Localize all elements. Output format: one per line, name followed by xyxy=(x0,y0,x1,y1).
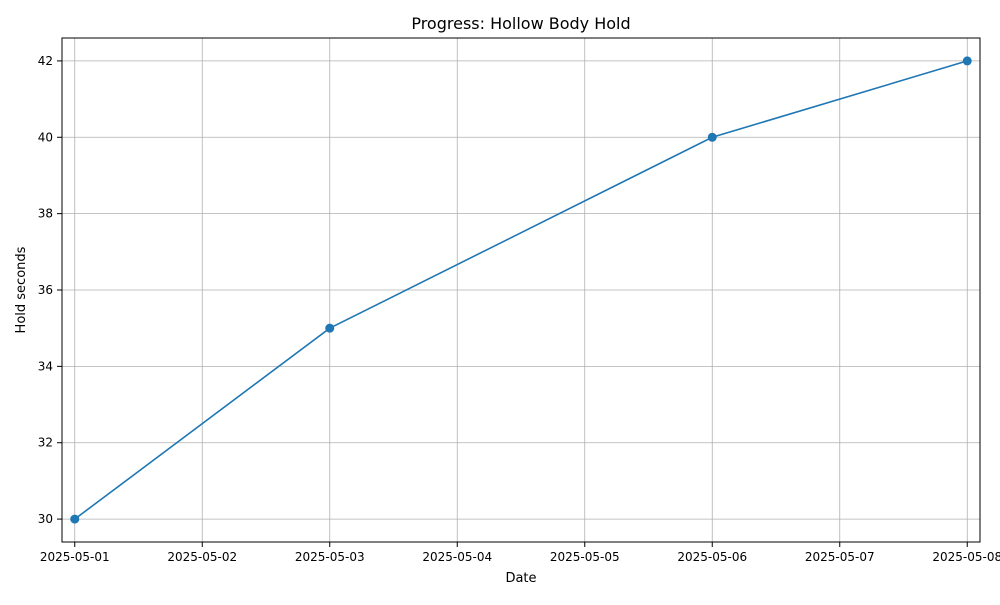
y-tick-label: 34 xyxy=(38,359,53,373)
y-tick-label: 30 xyxy=(38,512,53,526)
series-line xyxy=(74,60,968,520)
ticks: 2025-05-01 2025-05-02 2025-05-03 2025-05-04… xyxy=(38,54,1000,564)
data-point xyxy=(325,323,335,333)
grid xyxy=(62,38,980,542)
data-point xyxy=(962,56,972,66)
x-tick-label: 2025-05-01 xyxy=(40,550,110,564)
x-tick-label: 2025-05-05 xyxy=(550,550,620,564)
x-axis-label: Date xyxy=(505,571,536,586)
y-tick-label: 38 xyxy=(38,207,53,221)
data-point xyxy=(70,514,80,524)
x-tick-label: 2025-05-02 xyxy=(167,550,237,564)
chart-title: Progress: Hollow Body Hold xyxy=(411,14,630,33)
x-tick-label: 2025-05-04 xyxy=(422,550,492,564)
x-tick-label: 2025-05-06 xyxy=(677,550,747,564)
y-tick-label: 42 xyxy=(38,54,53,68)
series-layer xyxy=(70,56,972,524)
data-point xyxy=(707,132,717,142)
y-tick-label: 32 xyxy=(38,436,53,450)
x-tick-label: 2025-05-08 xyxy=(932,550,1000,564)
x-tick-label: 2025-05-07 xyxy=(805,550,875,564)
x-tick-label: 2025-05-03 xyxy=(295,550,365,564)
y-tick-label: 36 xyxy=(38,283,53,297)
y-tick-label: 40 xyxy=(38,130,53,144)
y-axis-label: Hold seconds xyxy=(14,246,29,333)
